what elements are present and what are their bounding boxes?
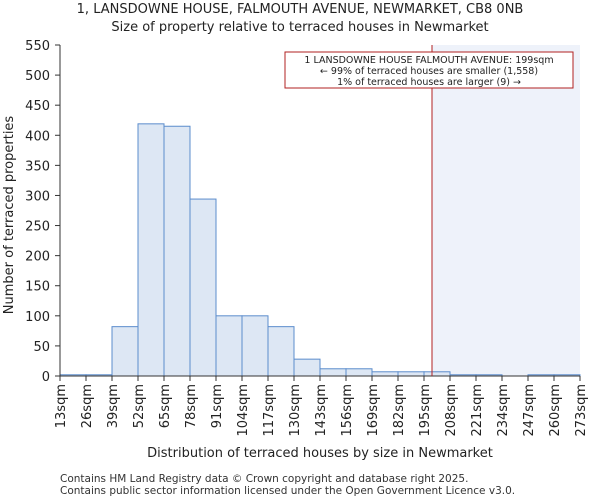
annotation-text: ← 99% of terraced houses are smaller (1,…: [320, 66, 538, 77]
y-tick-label: 200: [25, 250, 50, 265]
histogram-bar: [241, 315, 269, 377]
y-tick-label: 450: [25, 99, 50, 114]
histogram-bar: [215, 315, 243, 377]
x-tick-label: 221sqm: [470, 384, 485, 437]
x-tick-label: 208sqm: [444, 384, 459, 437]
footer-line-2: Contains public sector information licen…: [60, 485, 516, 497]
y-tick-label: 150: [25, 280, 50, 295]
x-tick-label: 156sqm: [340, 384, 355, 437]
y-tick-label: 0: [42, 370, 50, 385]
y-tick-label: 50: [33, 340, 50, 355]
x-tick-label: 260sqm: [548, 384, 563, 437]
histogram-bar: [293, 358, 321, 377]
histogram-bar: [371, 371, 399, 377]
x-tick-label: 143sqm: [314, 384, 329, 437]
x-tick-label: 117sqm: [262, 384, 277, 437]
x-tick-label: 234sqm: [496, 384, 511, 437]
annotation-text: 1% of terraced houses are larger (9) →: [337, 77, 521, 88]
histogram-bar: [163, 125, 191, 377]
y-tick-label: 500: [25, 69, 50, 84]
x-tick-label: 91sqm: [210, 384, 225, 428]
histogram-bar: [137, 123, 165, 377]
histogram-bar: [267, 326, 295, 377]
y-tick-label: 350: [25, 159, 50, 174]
x-tick-label: 130sqm: [288, 384, 303, 437]
x-tick-label: 26sqm: [80, 384, 95, 428]
histogram-bar: [319, 368, 347, 377]
footer-line-1: Contains HM Land Registry data © Crown c…: [60, 473, 469, 485]
x-tick-label: 169sqm: [366, 384, 381, 437]
chart-subtitle: Size of property relative to terraced ho…: [111, 20, 489, 35]
y-tick-label: 250: [25, 220, 50, 235]
y-tick-label: 550: [25, 39, 50, 54]
histogram-bar: [423, 371, 451, 377]
annotation-box: [284, 51, 574, 89]
x-tick-label: 247sqm: [522, 384, 537, 437]
x-tick-label: 65sqm: [158, 384, 173, 428]
y-tick-label: 300: [25, 189, 50, 204]
x-tick-label: 52sqm: [132, 384, 147, 428]
y-tick-label: 100: [25, 310, 50, 325]
y-tick-label: 400: [25, 129, 50, 144]
histogram-bar: [189, 198, 217, 377]
histogram-bar: [345, 368, 373, 377]
x-tick-label: 273sqm: [574, 384, 589, 437]
highlight-region: [432, 45, 580, 376]
x-tick-label: 195sqm: [418, 384, 433, 437]
chart-title: 1, LANSDOWNE HOUSE, FALMOUTH AVENUE, NEW…: [76, 2, 524, 17]
x-tick-label: 182sqm: [392, 384, 407, 437]
x-tick-label: 13sqm: [54, 384, 69, 428]
x-axis-label: Distribution of terraced houses by size …: [147, 446, 493, 461]
histogram-bar: [111, 326, 139, 377]
histogram-bar: [397, 371, 425, 377]
annotation-text: 1 LANSDOWNE HOUSE FALMOUTH AVENUE: 199sq…: [304, 55, 553, 66]
y-axis-label: Number of terraced properties: [2, 116, 17, 315]
x-tick-label: 39sqm: [106, 384, 121, 428]
x-tick-label: 104sqm: [236, 384, 251, 437]
x-tick-label: 78sqm: [184, 384, 199, 428]
